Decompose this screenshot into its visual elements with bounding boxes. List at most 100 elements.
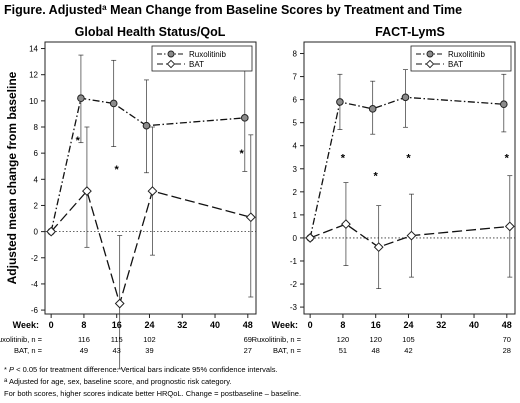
footnote-adjusted: a Adjusted for age, sex, baseline score,… [4, 377, 232, 386]
plot-frame [303, 41, 516, 315]
legend-label: Ruxolitinib [448, 50, 485, 59]
y-tick-label: -1 [290, 257, 298, 266]
significance-marker: * [115, 164, 120, 176]
y-tick-label: 0 [293, 234, 298, 243]
n-value: 51 [339, 346, 347, 355]
n-value: 105 [402, 335, 415, 344]
data-point-ruxolitinib [401, 93, 410, 102]
y-tick-label: 7 [293, 73, 298, 82]
n-value: 115 [111, 335, 123, 344]
x-tick-label: 32 [177, 320, 187, 330]
significance-marker: * [374, 171, 379, 183]
n-row-label: Ruxolitinib, n = [252, 335, 302, 344]
legend-box [410, 45, 512, 72]
n-row-label: BAT, n = [273, 346, 302, 355]
y-tick-label: -2 [290, 280, 298, 289]
y-tick-label: 6 [293, 96, 298, 105]
n-value: 116 [78, 335, 90, 344]
panel-fact-lyms: FACT-LymS -3 -2 -1 0 1 2 3 4 5 6 7 8 0 8 16 24 32 40 48 Week… [252, 25, 516, 355]
significance-marker: * [341, 152, 346, 164]
y-axis-label: Adjusted mean change from baseline [5, 71, 19, 284]
n-row-label: Ruxolitinib, n = [0, 335, 43, 344]
data-point-bat [82, 186, 92, 196]
legend-marker [426, 50, 434, 58]
legend-box [151, 45, 253, 72]
y-tick-label: -6 [31, 306, 39, 315]
n-value: 120 [369, 335, 382, 344]
x-axis-label: Week: [272, 320, 298, 330]
data-point-ruxolitinib [77, 94, 85, 103]
x-tick-label: 16 [112, 320, 122, 330]
x-tick-label: 8 [81, 320, 86, 330]
y-tick-label: 5 [293, 119, 298, 128]
data-point-bat [373, 242, 384, 253]
legend-marker [167, 50, 175, 58]
x-tick-label: 16 [371, 320, 381, 330]
legend-label: Ruxolitinib [189, 50, 226, 59]
y-tick-label: 8 [293, 50, 298, 59]
y-tick-label: 6 [34, 149, 39, 158]
y-tick-label: -2 [31, 254, 39, 263]
data-point-ruxolitinib [109, 99, 118, 108]
y-tick-label: 8 [34, 123, 39, 132]
significance-marker: * [406, 152, 411, 164]
n-value: 102 [143, 335, 156, 344]
legend-marker [425, 59, 435, 69]
n-row-label: BAT, n = [14, 346, 43, 355]
footnote-significance: * P < 0.05 for treatment difference. Ver… [4, 365, 278, 374]
legend-label: BAT [448, 60, 463, 69]
data-point-ruxolitinib [241, 114, 249, 122]
n-value: 39 [145, 346, 153, 355]
panel-title: Global Health Status/QoL [75, 25, 226, 39]
n-value: 69 [244, 335, 252, 344]
series-line-bat [50, 189, 251, 306]
x-tick-label: 0 [308, 320, 313, 330]
n-value: 120 [337, 335, 350, 344]
significance-marker: * [505, 152, 510, 164]
x-tick-label: 0 [49, 320, 54, 330]
x-tick-label: 48 [243, 320, 253, 330]
data-point-ruxolitinib [336, 98, 344, 106]
data-point-bat [147, 186, 158, 196]
x-tick-label: 40 [210, 320, 220, 330]
significance-marker: * [240, 148, 245, 160]
y-tick-label: 14 [29, 45, 38, 54]
x-tick-label: 40 [469, 320, 479, 330]
footnote-scores: For both scores, higher scores indicate … [4, 389, 301, 398]
legend-label: BAT [189, 60, 204, 69]
footnotes: * P < 0.05 for treatment difference. Ver… [4, 365, 301, 398]
n-value: 42 [404, 346, 412, 355]
data-point-bat [504, 221, 515, 232]
n-value: 49 [80, 346, 88, 355]
data-point-ruxolitinib [368, 105, 377, 113]
x-tick-label: 48 [502, 320, 512, 330]
series-line-ruxolitinib [50, 97, 245, 232]
y-tick-label: 1 [293, 211, 298, 220]
y-tick-label: 12 [29, 71, 38, 80]
data-point-bat [114, 298, 125, 309]
x-axis-label: Week: [13, 320, 39, 330]
data-point-bat [341, 219, 351, 230]
plot-frame [44, 41, 257, 315]
data-point-bat [245, 212, 256, 223]
y-tick-label: -4 [31, 280, 39, 289]
data-point-ruxolitinib [142, 121, 151, 130]
n-value: 48 [372, 346, 380, 355]
data-point-bat [46, 226, 57, 237]
panel-global-health: Global Health Status/QoL Adjusted mean ch… [0, 25, 257, 370]
data-point-bat [406, 230, 417, 241]
series-line-ruxolitinib [309, 96, 504, 239]
legend-marker [166, 59, 176, 69]
significance-marker: * [76, 135, 81, 147]
panel-title: FACT-LymS [375, 25, 445, 39]
data-point-bat [305, 233, 316, 243]
y-tick-label: 3 [293, 165, 298, 174]
x-tick-label: 24 [144, 320, 154, 330]
x-tick-label: 24 [403, 320, 413, 330]
x-tick-label: 8 [340, 320, 345, 330]
x-tick-label: 32 [436, 320, 446, 330]
y-tick-label: 4 [293, 142, 298, 151]
y-tick-label: 2 [293, 188, 298, 197]
y-tick-label: 0 [34, 228, 39, 237]
y-tick-label: -3 [290, 303, 298, 312]
